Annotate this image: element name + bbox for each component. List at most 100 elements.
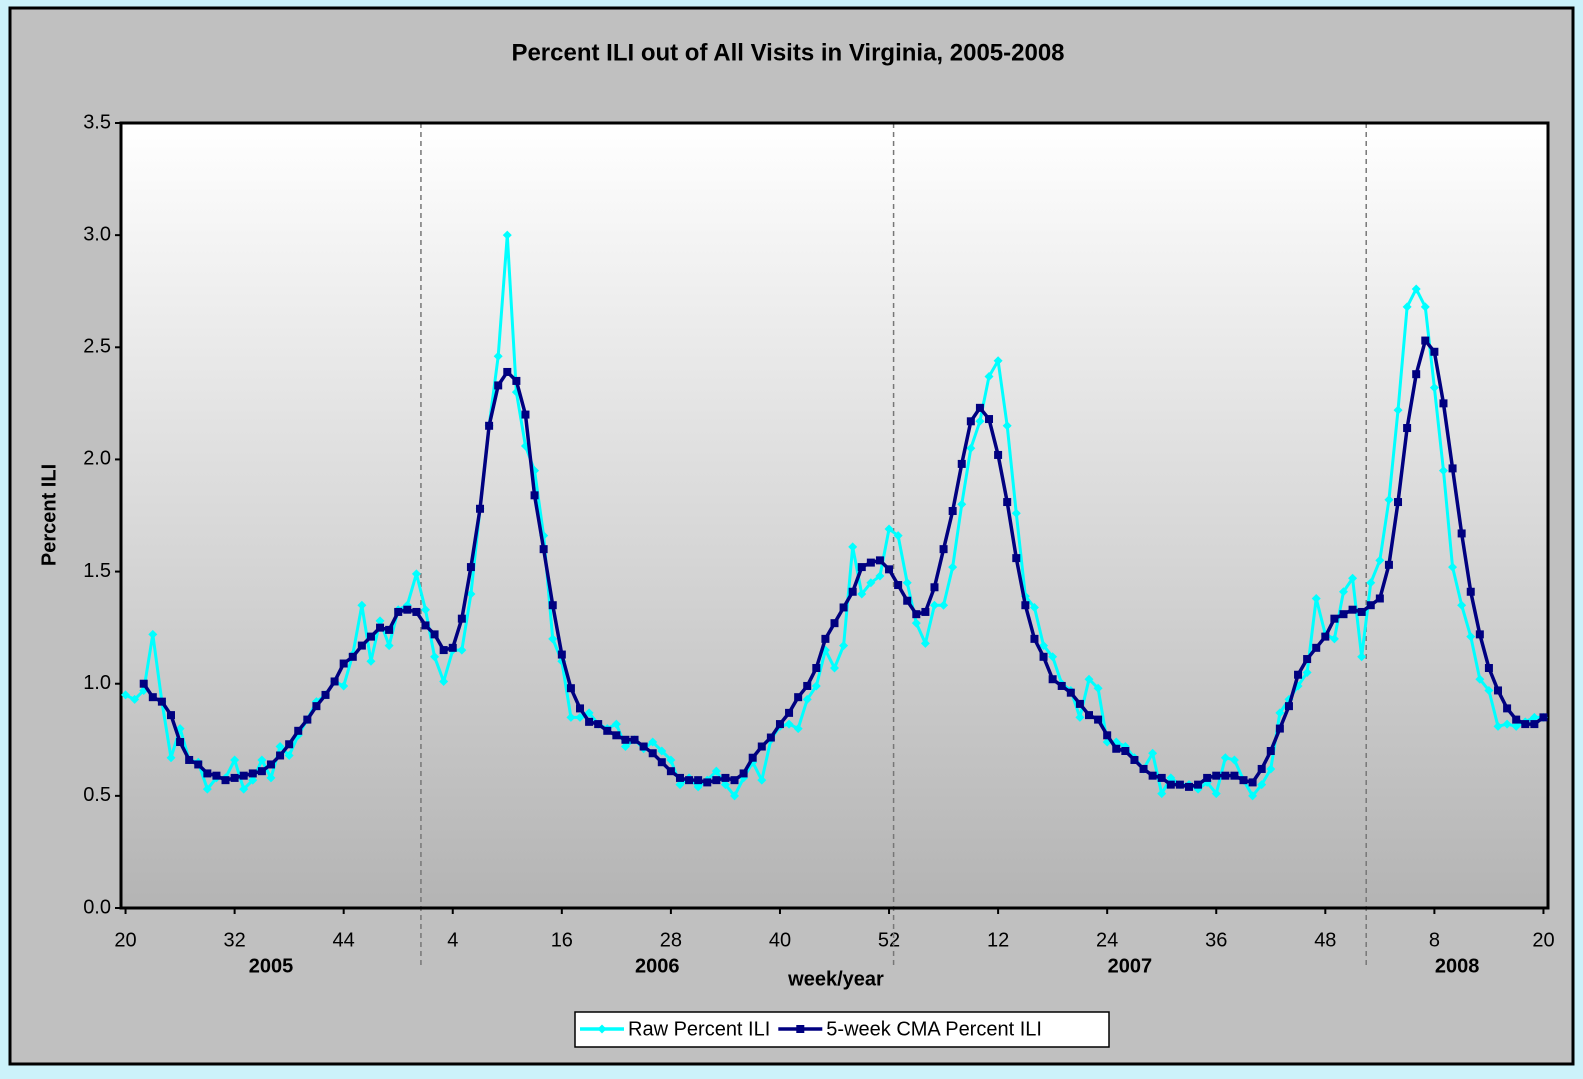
marker: [493, 351, 503, 361]
marker: [1048, 675, 1057, 684]
marker: [285, 740, 294, 749]
marker: [202, 784, 212, 794]
marker: [312, 702, 321, 711]
marker: [1057, 681, 1066, 690]
marker: [1457, 529, 1466, 538]
marker: [1166, 780, 1175, 789]
marker: [494, 381, 503, 390]
x-tick-label: 20: [114, 929, 136, 951]
marker: [1302, 668, 1312, 677]
marker: [339, 659, 348, 668]
marker: [448, 643, 457, 652]
marker: [939, 545, 948, 554]
marker: [1039, 652, 1048, 661]
marker: [848, 542, 858, 552]
marker: [712, 776, 721, 785]
marker: [811, 681, 821, 691]
marker: [1430, 347, 1439, 356]
y-tick-label: 3.5: [83, 111, 111, 133]
marker: [1421, 336, 1430, 345]
marker: [675, 773, 684, 782]
marker: [1348, 573, 1358, 583]
marker: [1348, 605, 1357, 614]
marker: [466, 563, 475, 572]
marker: [166, 753, 176, 763]
legend-label: 5-week CMA Percent ILI: [826, 1018, 1042, 1040]
marker: [1012, 554, 1021, 563]
marker: [721, 773, 730, 782]
marker: [1457, 600, 1467, 610]
marker: [1384, 495, 1394, 505]
marker: [1294, 670, 1303, 679]
marker: [1084, 674, 1094, 684]
marker: [421, 621, 430, 630]
marker: [1429, 383, 1439, 393]
marker: [430, 630, 439, 639]
marker: [512, 376, 521, 385]
marker: [1475, 630, 1484, 639]
marker: [357, 641, 366, 650]
marker: [921, 607, 930, 616]
marker: [266, 760, 275, 769]
marker: [1039, 641, 1049, 651]
chart-title: Percent ILI out of All Visits in Virgini…: [511, 39, 1064, 66]
marker: [539, 545, 548, 554]
marker: [966, 417, 975, 426]
marker: [1393, 405, 1403, 415]
marker: [1312, 643, 1321, 652]
marker: [439, 646, 448, 655]
marker: [1094, 715, 1103, 724]
marker: [1003, 498, 1012, 507]
marker: [384, 641, 394, 651]
x-tick-label: 20: [1532, 929, 1554, 951]
marker: [585, 717, 594, 726]
marker: [948, 562, 958, 572]
marker: [1257, 780, 1267, 790]
marker: [411, 569, 421, 579]
marker: [1420, 302, 1430, 312]
marker: [230, 755, 240, 765]
marker: [357, 600, 367, 610]
marker: [830, 663, 839, 673]
marker: [848, 587, 857, 596]
marker: [1512, 715, 1521, 724]
marker: [1084, 711, 1093, 720]
marker: [276, 751, 285, 760]
marker: [557, 650, 566, 659]
marker: [1439, 399, 1448, 408]
marker: [794, 693, 803, 702]
marker: [1275, 708, 1285, 718]
marker: [639, 742, 648, 751]
x-tick-label: 32: [223, 929, 245, 951]
marker: [576, 704, 585, 713]
legend: Raw Percent ILI 5-week CMA Percent ILI: [574, 1011, 1110, 1048]
marker: [1066, 688, 1075, 697]
marker: [757, 742, 766, 751]
marker: [194, 760, 203, 769]
marker: [1321, 632, 1330, 641]
y-axis-label: Percent ILI: [38, 464, 60, 566]
x-tick-label: 40: [769, 929, 791, 951]
marker: [366, 632, 375, 641]
marker: [1248, 791, 1258, 801]
marker: [1212, 771, 1221, 780]
marker: [902, 578, 912, 588]
marker: [911, 618, 921, 628]
marker: [1239, 776, 1248, 785]
marker: [1493, 721, 1503, 731]
marker: [130, 694, 140, 704]
marker: [603, 726, 612, 735]
marker: [403, 605, 412, 614]
marker: [1303, 655, 1312, 664]
marker: [594, 720, 603, 729]
marker: [548, 634, 558, 644]
marker: [757, 775, 767, 785]
legend-box: [574, 1011, 1110, 1048]
marker: [903, 596, 912, 605]
marker: [1112, 744, 1121, 753]
marker: [176, 738, 185, 747]
marker: [730, 791, 740, 801]
marker: [948, 507, 957, 516]
